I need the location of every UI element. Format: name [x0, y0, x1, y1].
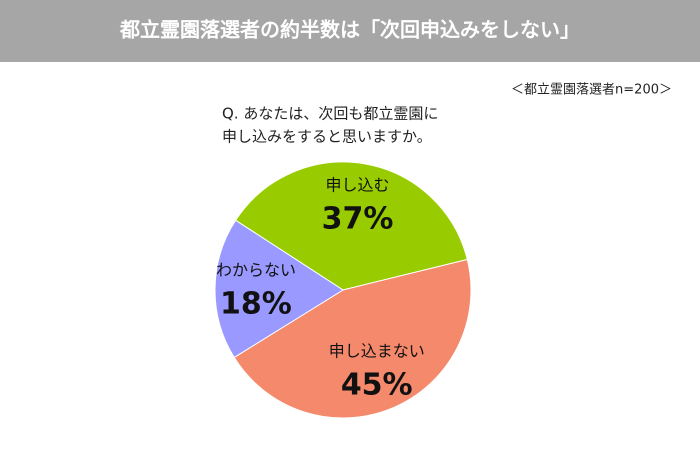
value-label: 45% [341, 368, 413, 403]
question: 申し込みをすると思いますか。 [222, 128, 432, 146]
note: ＜都立霊園落選者n=200＞ [511, 83, 672, 98]
chart-title: 都立霊園落選者の約半数は「次回申込みをしない」 [119, 18, 580, 42]
question: Q. あなたは、次回も都立霊園に [222, 105, 438, 123]
value-label: 37% [322, 202, 394, 237]
title-bar [0, 0, 700, 62]
pie-slice [214, 219, 344, 359]
value-label: 18% [220, 287, 292, 322]
slice-label: 申し込む [326, 176, 390, 195]
pie-slice [234, 161, 468, 291]
slice-label: わからない [216, 261, 296, 280]
slice-label: 申し込まない [329, 342, 425, 361]
pie-slice [233, 258, 472, 419]
